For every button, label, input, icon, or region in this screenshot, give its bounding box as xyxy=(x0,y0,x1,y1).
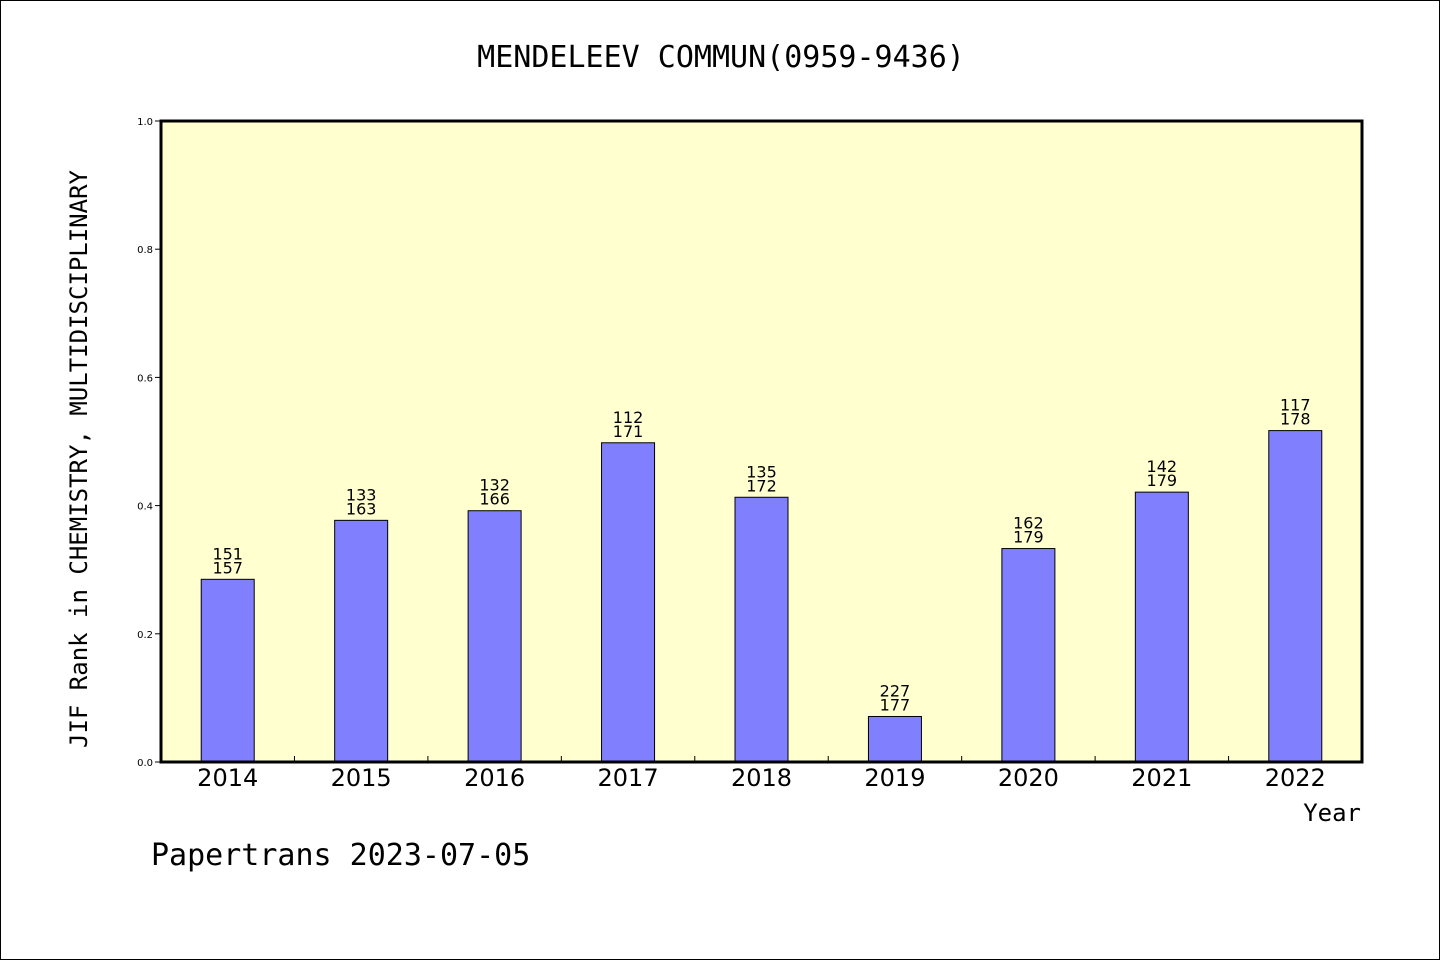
y-axis-title: JIF Rank in CHEMISTRY, MULTIDISCIPLINARY xyxy=(65,169,93,748)
x-tick-label: 2017 xyxy=(598,764,659,792)
x-tick-label: 2015 xyxy=(331,764,392,792)
bar-2022 xyxy=(1268,430,1323,763)
bar-total-label: 177 xyxy=(880,695,911,714)
y-tick-label: 0.8 xyxy=(137,245,153,256)
plot-border xyxy=(159,119,1364,764)
bar-total-label: 179 xyxy=(1147,471,1178,490)
bar-total-label: 179 xyxy=(1013,528,1044,547)
bar-rank-label: 151 xyxy=(212,544,243,563)
bar-rank-label: 112 xyxy=(613,408,644,427)
bars xyxy=(200,430,1323,763)
bar-2020 xyxy=(1001,548,1056,763)
bar-rank-label: 133 xyxy=(346,485,377,504)
x-tick-label: 2014 xyxy=(197,764,258,792)
x-tick-label: 2016 xyxy=(464,764,525,792)
x-axis-title: Year xyxy=(1303,799,1361,827)
y-tick-label: 0.6 xyxy=(137,373,153,384)
y-axis: 0.0 0.2 0.4 0.6 0.8 1.0 xyxy=(137,117,161,769)
bar-total-label: 172 xyxy=(746,476,777,495)
bar-total-label: 166 xyxy=(479,490,510,509)
bar-rank-label: 227 xyxy=(880,681,911,700)
x-tick-label: 2020 xyxy=(998,764,1059,792)
bar-2015 xyxy=(334,519,389,763)
chart-title: MENDELEEV COMMUN(0959-9436) xyxy=(477,40,965,75)
bar-total-label: 178 xyxy=(1280,410,1311,429)
bar-2021 xyxy=(1134,491,1189,763)
bar-2017 xyxy=(601,442,656,763)
bar-rank-label: 132 xyxy=(479,476,510,495)
bar-2016 xyxy=(467,510,522,763)
bar-total-label: 163 xyxy=(346,499,377,518)
bar-labels: 1511571331631321661121711351722271771621… xyxy=(212,396,1310,715)
bar-rank-label: 162 xyxy=(1013,514,1044,533)
bar-rank-label: 135 xyxy=(746,462,777,481)
x-tick-label: 2022 xyxy=(1265,764,1326,792)
bar-total-label: 157 xyxy=(212,558,243,577)
bar-rank-label: 117 xyxy=(1280,396,1311,415)
x-tick-label: 2018 xyxy=(731,764,792,792)
bar-2018 xyxy=(734,496,789,763)
bar-2019 xyxy=(867,715,922,763)
bar-rank-label: 142 xyxy=(1147,457,1178,476)
x-tick-label: 2019 xyxy=(864,764,925,792)
x-axis: 2014 2015 2016 2017 2018 2019 2020 2021 2022 xyxy=(197,756,1326,792)
y-tick-label: 0.4 xyxy=(137,502,153,513)
bar-total-label: 171 xyxy=(613,422,644,441)
footer-text: Papertrans 2023-07-05 xyxy=(151,838,530,873)
y-tick-label: 0.0 xyxy=(137,758,153,769)
x-tick-label: 2021 xyxy=(1131,764,1192,792)
y-tick-label: 1.0 xyxy=(137,117,153,128)
bar-2014 xyxy=(200,578,255,763)
y-tick-label: 0.2 xyxy=(137,630,153,641)
